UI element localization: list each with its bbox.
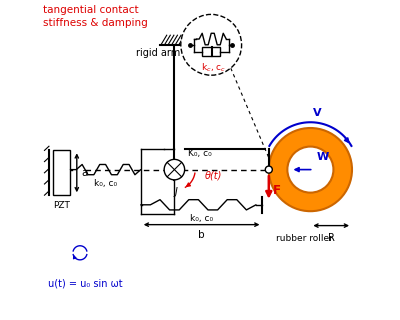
- Text: R: R: [328, 233, 335, 243]
- Text: rigid arm: rigid arm: [136, 48, 180, 58]
- Text: k₀, c₀: k₀, c₀: [94, 179, 117, 188]
- Circle shape: [287, 147, 334, 193]
- Circle shape: [181, 14, 242, 75]
- Circle shape: [265, 166, 272, 173]
- Text: K₀, c₀: K₀, c₀: [188, 149, 212, 158]
- Text: a: a: [82, 168, 88, 178]
- Circle shape: [164, 159, 185, 180]
- Text: V: V: [312, 108, 321, 118]
- Text: W: W: [317, 152, 329, 162]
- Text: k$_c$, c$_c$: k$_c$, c$_c$: [200, 61, 226, 74]
- Text: rubber roller: rubber roller: [276, 234, 332, 243]
- Bar: [53, 150, 70, 195]
- Text: b: b: [198, 230, 205, 240]
- Text: u(t) = u₀ sin ωt: u(t) = u₀ sin ωt: [48, 278, 123, 288]
- Bar: [202, 47, 220, 56]
- Circle shape: [269, 128, 352, 211]
- Text: tangential contact
stiffness & damping: tangential contact stiffness & damping: [43, 5, 148, 28]
- Text: F: F: [273, 184, 281, 197]
- Text: J: J: [174, 187, 178, 197]
- Text: θ(t): θ(t): [205, 170, 222, 180]
- Text: PZT: PZT: [53, 201, 70, 210]
- Text: k₀, c₀: k₀, c₀: [190, 214, 213, 223]
